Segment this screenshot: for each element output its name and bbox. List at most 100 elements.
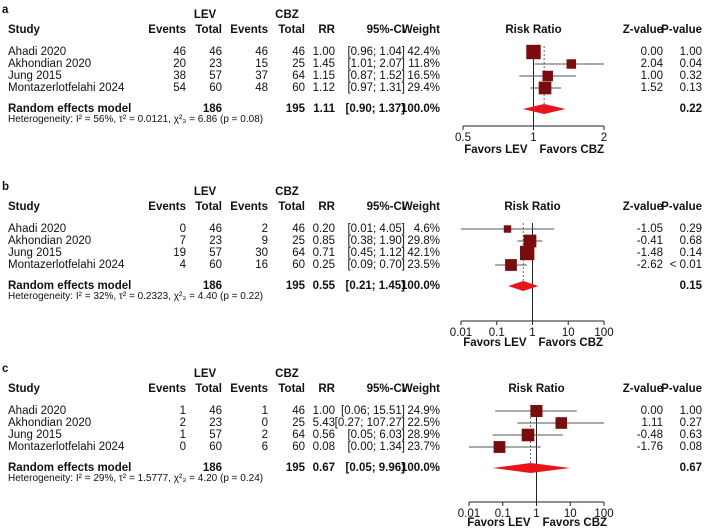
heterogeneity-text: Heterogeneity: I² = 56%, τ² = 0.0121, χ²… — [8, 114, 264, 125]
confidence-interval: [0.38; 1.90] — [347, 235, 405, 247]
header-ci: 95%-CI — [366, 201, 405, 213]
x-tick-label: 0.01 — [449, 327, 473, 339]
header-total-lev: Total — [195, 201, 222, 213]
group-header-cbz: CBZ — [275, 9, 299, 21]
events-cbz: 2 — [261, 429, 268, 441]
p-value: 0.29 — [679, 223, 702, 235]
risk-ratio: 0.20 — [312, 223, 335, 235]
study-square — [505, 259, 517, 271]
p-value: 1.00 — [679, 405, 702, 417]
total-cbz: 60 — [292, 82, 305, 94]
header-p-value: P-value — [661, 383, 702, 395]
panel-label: b — [2, 181, 10, 193]
favors-lev-label: Favors LEV — [463, 337, 527, 349]
header-ci: 95%-CI — [366, 24, 405, 36]
total-lev: 57 — [209, 247, 222, 259]
z-value: 1.52 — [640, 82, 663, 94]
pooled-label: Random effects model — [8, 103, 132, 115]
x-tick-label: 1 — [529, 327, 536, 339]
study-name: Ahadi 2020 — [8, 405, 67, 417]
study-square — [521, 428, 535, 442]
header-total-cbz: Total — [278, 383, 305, 395]
total-cbz: 46 — [292, 46, 305, 58]
header-ci: 95%-CI — [366, 383, 405, 395]
risk-ratio: 0.85 — [312, 235, 335, 247]
p-value: 0.27 — [679, 417, 702, 429]
total-cbz: 64 — [292, 247, 305, 259]
header-rr: RR — [318, 383, 335, 395]
confidence-interval: [0.06; 15.51] — [341, 405, 405, 417]
weight: 29.8% — [407, 235, 440, 247]
events-lev: 0 — [179, 441, 186, 453]
risk-ratio: 0.71 — [312, 247, 335, 259]
x-tick-label: 1 — [530, 132, 537, 144]
favors-cbz-label: Favors CBZ — [542, 517, 608, 528]
total-lev: 60 — [209, 441, 222, 453]
pooled-p-value: 0.15 — [679, 280, 702, 292]
z-value: 1.11 — [641, 417, 663, 429]
events-cbz: 37 — [255, 70, 268, 82]
p-value: 0.63 — [679, 429, 702, 441]
total-lev: 46 — [209, 223, 222, 235]
events-lev: 20 — [173, 58, 186, 70]
total-cbz: 25 — [292, 58, 305, 70]
risk-ratio: 0.25 — [312, 259, 335, 271]
study-name: Ahadi 2020 — [8, 46, 67, 58]
p-value: 0.14 — [679, 247, 702, 259]
risk-ratio: 1.45 — [312, 58, 335, 70]
events-lev: 2 — [179, 417, 186, 429]
confidence-interval: [0.00; 1.34] — [347, 441, 405, 453]
study-name: Akhondian 2020 — [8, 417, 92, 429]
study-square — [523, 234, 537, 248]
weight: 22.5% — [407, 417, 440, 429]
events-cbz: 9 — [261, 235, 268, 247]
events-lev: 1 — [179, 405, 186, 417]
header-p-value: P-value — [661, 201, 702, 213]
x-tick-label: 100 — [594, 508, 614, 520]
total-lev: 23 — [209, 235, 222, 247]
pooled-label: Random effects model — [8, 462, 132, 474]
weight: 4.6% — [413, 223, 440, 235]
z-value: -1.48 — [636, 247, 663, 259]
study-name: Akhondian 2020 — [8, 235, 92, 247]
study-name: Montazerlotfelahi 2024 — [8, 441, 125, 453]
header-study: Study — [8, 201, 40, 213]
events-cbz: 15 — [255, 58, 268, 70]
group-header-cbz: CBZ — [275, 368, 299, 380]
confidence-interval: [0.96; 1.04] — [347, 46, 405, 58]
study-square — [519, 245, 535, 261]
events-lev: 7 — [179, 235, 186, 247]
risk-ratio: 0.08 — [312, 441, 335, 453]
pooled-risk-ratio: 0.67 — [312, 462, 335, 474]
total-lev: 46 — [209, 405, 222, 417]
events-lev: 54 — [173, 82, 186, 94]
z-value: -1.05 — [636, 223, 663, 235]
risk-ratio: 1.15 — [312, 70, 335, 82]
events-lev: 1 — [179, 429, 186, 441]
total-cbz: 46 — [292, 405, 305, 417]
pooled-p-value: 0.67 — [679, 462, 702, 474]
pooled-total-lev: 186 — [202, 103, 222, 115]
p-value: 0.08 — [679, 441, 702, 453]
pooled-total-cbz: 195 — [285, 103, 305, 115]
x-tick-label: 2 — [600, 132, 608, 144]
header-z-value: Z-value — [622, 201, 663, 213]
header-events-lev: Events — [148, 24, 186, 36]
pooled-total-cbz: 195 — [285, 280, 305, 292]
study-name: Jung 2015 — [8, 429, 62, 441]
x-tick-label: 0.1 — [488, 327, 505, 339]
x-tick-label: 100 — [594, 327, 614, 339]
events-cbz: 46 — [255, 46, 268, 58]
pooled-p-value: 0.22 — [679, 103, 702, 115]
x-tick-label: 1 — [533, 508, 540, 520]
study-square — [503, 225, 512, 233]
header-risk-ratio: Risk Ratio — [504, 201, 561, 213]
x-tick-label: 0.01 — [457, 508, 481, 520]
study-square — [526, 44, 541, 60]
x-tick-label: 10 — [561, 327, 575, 339]
header-total-lev: Total — [195, 24, 222, 36]
favors-cbz-label: Favors CBZ — [538, 337, 604, 349]
confidence-interval: [0.97; 1.31] — [347, 82, 405, 94]
confidence-interval: [0.05; 6.03] — [347, 429, 405, 441]
